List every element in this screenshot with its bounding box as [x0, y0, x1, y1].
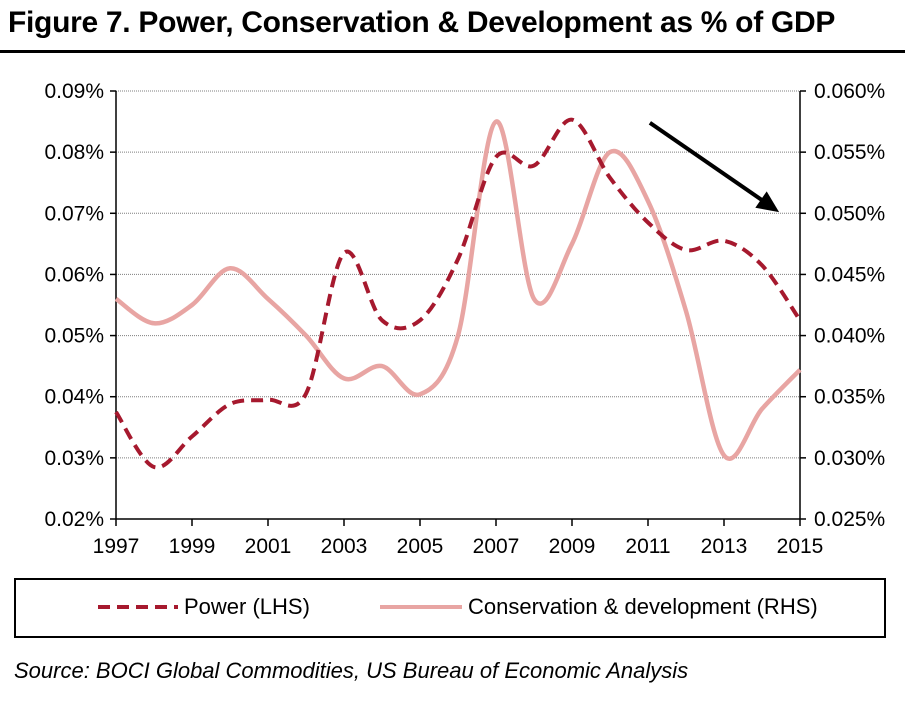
- y-left-tick-label: 0.04%: [44, 386, 104, 409]
- y-right-tick-label: 0.045%: [814, 263, 885, 286]
- legend-swatch-conservation: [380, 605, 462, 609]
- y-left-tick-label: 0.06%: [44, 263, 104, 286]
- y-left-tick-label: 0.09%: [44, 80, 104, 103]
- x-tick-label: 2005: [397, 535, 444, 558]
- x-tick-label: 2007: [473, 535, 520, 558]
- y-left-tick-label: 0.02%: [44, 508, 104, 531]
- x-tick-label: 1997: [93, 535, 140, 558]
- legend-label-conservation: Conservation & development (RHS): [468, 594, 818, 619]
- legend-swatch-power: [98, 605, 178, 609]
- legend-item-conservation: Conservation & development (RHS): [380, 594, 818, 620]
- y-left-tick-label: 0.07%: [44, 202, 104, 225]
- y-right-tick-label: 0.050%: [814, 202, 885, 225]
- y-right-tick-label: 0.055%: [814, 141, 885, 164]
- x-tick-label: 2003: [321, 535, 368, 558]
- tick-labels: 0.02% 0.025% 0.03% 0.030% 0.04% 0.035% 0.05% 0.…: [44, 80, 885, 558]
- line-chart: 0.02% 0.025% 0.03% 0.030% 0.04% 0.035% 0.05% 0.…: [44, 80, 885, 558]
- legend: Power (LHS) Conservation & development (…: [14, 578, 886, 638]
- y-right-tick-label: 0.030%: [814, 447, 885, 470]
- series-line-power: [114, 117, 802, 470]
- series-lines: [114, 117, 802, 470]
- axes: [110, 90, 806, 526]
- legend-label-power: Power (LHS): [184, 594, 310, 619]
- title-rule: [0, 50, 905, 53]
- series-line-conservation: [114, 119, 802, 461]
- x-tick-label: 2013: [701, 535, 748, 558]
- trend-arrow-shaft: [648, 121, 771, 207]
- y-left-tick-label: 0.08%: [44, 141, 104, 164]
- y-right-tick-label: 0.040%: [814, 325, 885, 348]
- x-tick-label: 2011: [625, 535, 670, 558]
- chart-title: Figure 7. Power, Conservation & Developm…: [8, 6, 836, 39]
- trend-arrow-head: [755, 191, 780, 213]
- y-left-tick-label: 0.05%: [44, 325, 104, 348]
- source-note: Source: BOCI Global Commodities, US Bure…: [14, 658, 689, 683]
- legend-item-power: Power (LHS): [98, 594, 310, 620]
- y-right-tick-label: 0.025%: [814, 508, 885, 531]
- x-tick-label: 2001: [245, 535, 292, 558]
- x-tick-label: 2015: [777, 535, 824, 558]
- y-right-tick-label: 0.035%: [814, 386, 885, 409]
- x-tick-label: 1999: [169, 535, 216, 558]
- x-tick-label: 2009: [549, 535, 596, 558]
- y-left-tick-label: 0.03%: [44, 447, 104, 470]
- annotations: [648, 121, 780, 213]
- y-right-tick-label: 0.060%: [814, 80, 885, 103]
